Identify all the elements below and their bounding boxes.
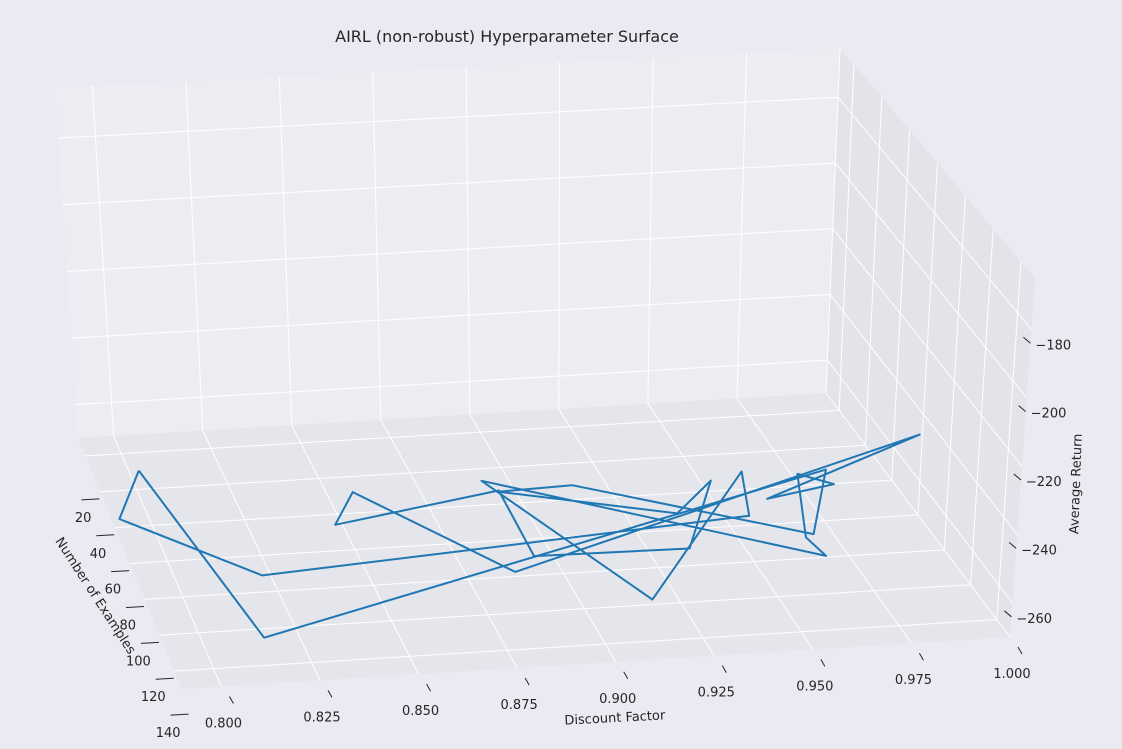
tick-mark <box>81 498 100 501</box>
tick-mark <box>228 696 234 704</box>
y-grid-line <box>159 584 971 636</box>
y-grid-line <box>100 444 866 493</box>
z-grid-line <box>71 293 831 339</box>
z-tick-label: −240 <box>1021 543 1057 558</box>
x-grid-line <box>558 62 561 410</box>
tick-mark <box>623 671 629 680</box>
tick-mark <box>1008 542 1017 549</box>
z-grid-line <box>75 359 828 406</box>
tick-mark <box>1023 336 1031 344</box>
z-tick-label: −180 <box>1035 338 1071 353</box>
x-axis-label: Discount Factor <box>564 708 666 728</box>
tick-mark <box>96 534 115 537</box>
z-tick-labels: −180 −200 −220 −240 −260 <box>1016 338 1071 627</box>
y-tick-labels: 20 40 60 80 100 120 140 <box>75 511 181 741</box>
z-tick-label: −260 <box>1016 612 1052 627</box>
x-grid-line <box>278 76 293 426</box>
y-tick-label: 140 <box>156 726 181 741</box>
tick-mark <box>111 570 130 573</box>
tick-mark <box>820 659 826 667</box>
y-tick-label: 20 <box>75 511 92 526</box>
x-tick-label: 0.825 <box>303 710 340 725</box>
tick-mark <box>524 677 530 686</box>
x-tick-label: 0.850 <box>402 704 439 719</box>
tick-mark <box>1004 610 1012 618</box>
y-tick-label: 100 <box>126 654 151 669</box>
y-grid-line <box>144 549 945 600</box>
z-grid-line <box>832 228 1023 467</box>
tick-marks <box>81 336 1031 716</box>
z-grid-line <box>62 162 836 206</box>
tick-mark <box>155 677 174 680</box>
x-tick-label: 0.950 <box>796 679 833 694</box>
tick-mark <box>721 665 727 673</box>
tick-mark <box>1018 405 1026 413</box>
tick-mark <box>1013 473 1022 481</box>
tick-mark <box>426 683 432 692</box>
chart-title: AIRL (non-robust) Hyperparameter Surface <box>335 27 679 46</box>
y-grid-line <box>891 130 911 481</box>
y-grid-line <box>917 162 938 516</box>
z-grid-line <box>837 96 1032 330</box>
y-tick-label: 120 <box>141 690 166 705</box>
y-grid-line <box>943 195 966 550</box>
x-tick-labels: 0.800 0.825 0.850 0.875 0.900 0.925 0.95… <box>205 667 1031 732</box>
x-tick-label: 0.925 <box>698 686 735 701</box>
x-tick-label: 0.800 <box>205 717 242 732</box>
y-grid-line <box>838 64 855 411</box>
z-grid-line <box>67 228 833 272</box>
x-grid-line <box>825 47 841 394</box>
y-grid-line <box>85 409 840 457</box>
y-grid-line <box>864 97 883 446</box>
x-tick-label: 1.000 <box>993 667 1030 682</box>
tick-mark <box>327 690 333 698</box>
x-grid-line <box>647 57 654 404</box>
z-grid-line <box>58 96 839 139</box>
tick-mark <box>170 713 189 716</box>
y-grid-line <box>996 261 1022 620</box>
z-grid-line <box>826 359 1013 604</box>
x-tick-label: 0.975 <box>895 673 932 688</box>
x-grid-line <box>465 67 471 415</box>
x-tick-label: 0.875 <box>501 698 538 713</box>
z-axis-label: Average Return <box>1067 433 1086 534</box>
tick-mark <box>1017 646 1023 655</box>
y-grid-line <box>174 619 997 672</box>
tick-mark <box>918 652 924 661</box>
series-line <box>118 433 921 639</box>
y-tick-label: 80 <box>119 619 136 634</box>
x-grid-line <box>185 81 204 431</box>
x-grid-line <box>91 86 115 436</box>
tick-mark <box>125 606 145 608</box>
z-tick-label: −220 <box>1026 475 1062 490</box>
z-tick-label: −200 <box>1031 407 1067 422</box>
z-grid-line <box>834 162 1028 398</box>
tick-mark <box>140 641 159 644</box>
x-tick-label: 0.900 <box>599 692 636 707</box>
z-grid-line <box>829 294 1018 535</box>
y-tick-label: 40 <box>90 547 107 562</box>
y-tick-label: 60 <box>105 583 122 598</box>
x-grid-line <box>736 52 748 399</box>
x-grid-line <box>372 71 382 420</box>
y-grid-line <box>970 228 994 585</box>
back-pane <box>55 48 840 438</box>
